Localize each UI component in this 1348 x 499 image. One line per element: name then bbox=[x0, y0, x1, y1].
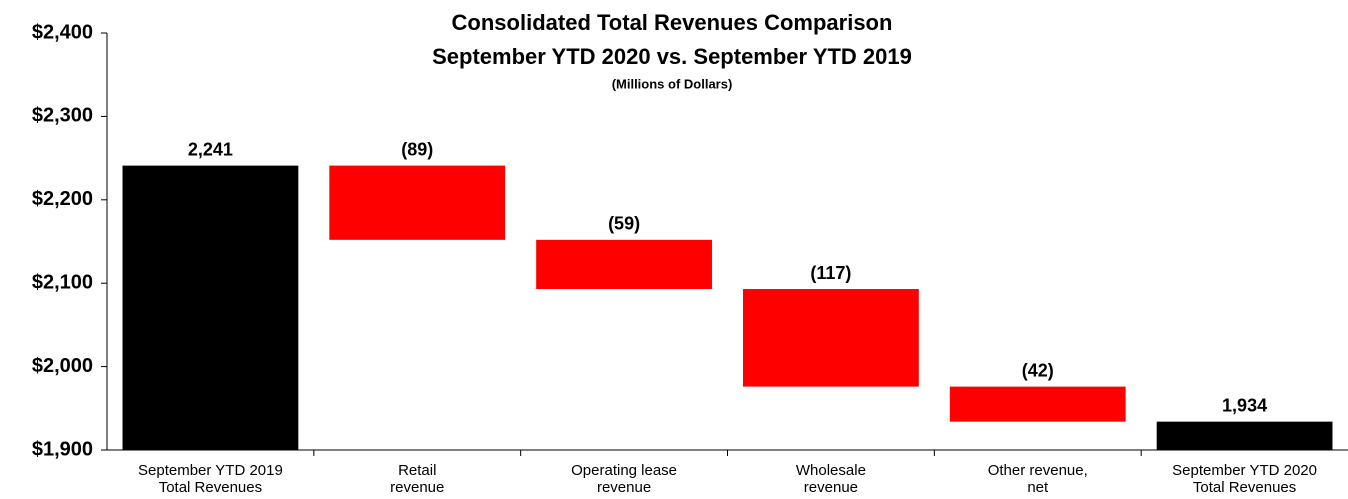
value-label: (59) bbox=[608, 214, 640, 234]
y-tick-label: $1,900 bbox=[32, 438, 93, 460]
y-tick-label: $2,200 bbox=[32, 188, 93, 210]
x-tick-label: Other revenue, net bbox=[987, 462, 1088, 496]
y-tick-label: $2,300 bbox=[32, 105, 93, 127]
y-tick-label: $2,400 bbox=[32, 21, 93, 43]
bar bbox=[122, 165, 299, 450]
chart-title: Consolidated Total Revenues Comparison bbox=[452, 10, 893, 35]
bar bbox=[949, 386, 1126, 422]
bar bbox=[536, 239, 712, 290]
value-label: (42) bbox=[1022, 360, 1054, 380]
value-label: (89) bbox=[401, 139, 433, 159]
bar bbox=[329, 165, 506, 240]
value-label: 2,241 bbox=[188, 139, 233, 159]
chart-subtitle: September YTD 2020 vs. September YTD 201… bbox=[432, 44, 912, 69]
value-label: (117) bbox=[810, 263, 851, 283]
bar bbox=[743, 289, 919, 387]
x-tick-label: September YTD 2019 Total Revenues bbox=[138, 462, 283, 496]
x-tick-label: Wholesale revenue bbox=[795, 462, 866, 496]
chart-note: (Millions of Dollars) bbox=[612, 76, 733, 91]
value-label: 1,934 bbox=[1222, 395, 1267, 415]
x-tick-label: September YTD 2020 Total Revenues bbox=[1172, 462, 1317, 496]
y-tick-label: $2,000 bbox=[32, 355, 93, 377]
x-tick-label: Operating lease revenue bbox=[571, 462, 678, 496]
y-tick-label: $2,100 bbox=[32, 271, 93, 293]
x-tick-label: Retail revenue bbox=[390, 462, 445, 496]
bar bbox=[1156, 421, 1333, 450]
